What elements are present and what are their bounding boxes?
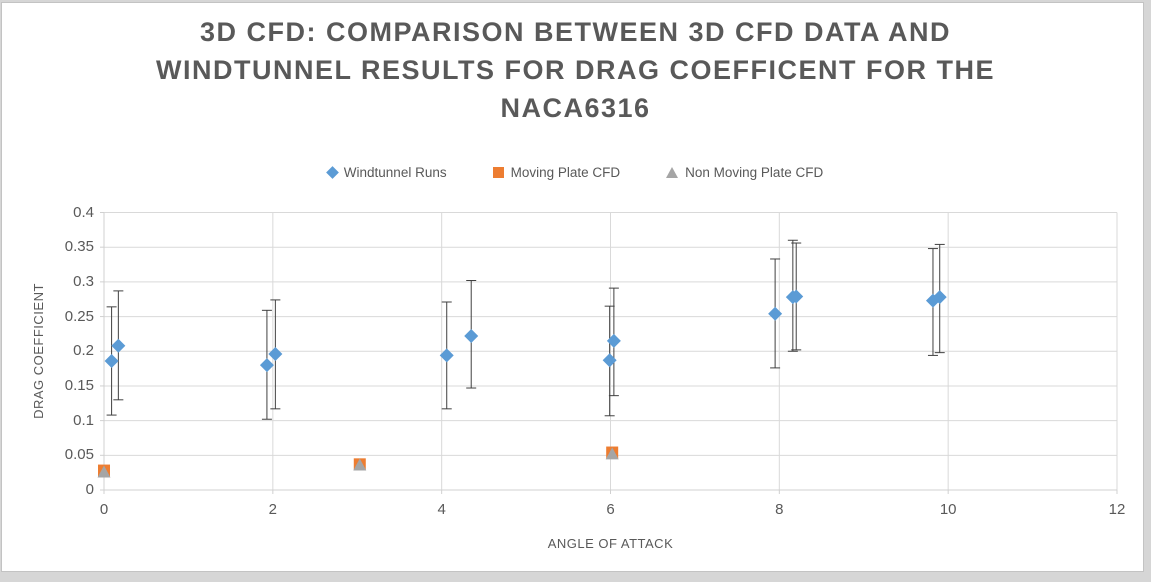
- gridlines: [104, 212, 1118, 490]
- series-moving-plate-cfd: [98, 446, 619, 477]
- axes: [100, 212, 1118, 494]
- chart-canvas: [1, 2, 1144, 572]
- error-bars: [106, 239, 945, 420]
- series-non-moving-plate-cfd: [97, 447, 619, 478]
- series-windtunnel-runs: [104, 289, 947, 373]
